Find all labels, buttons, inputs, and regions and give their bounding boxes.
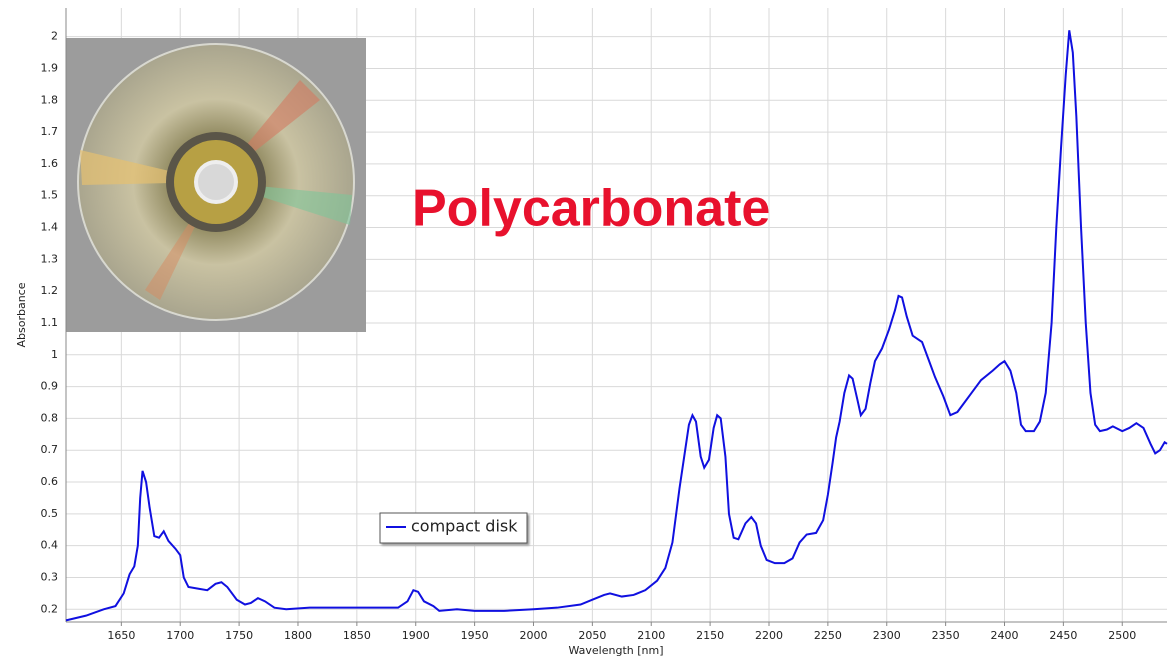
y-tick-label: 1.6 bbox=[41, 157, 59, 170]
x-tick-label: 1950 bbox=[461, 629, 489, 642]
y-tick-label: 0.4 bbox=[41, 539, 59, 552]
y-tick-label: 1.1 bbox=[41, 316, 59, 329]
y-tick-label: 1.8 bbox=[41, 93, 59, 106]
data-line bbox=[65, 30, 1168, 622]
y-tick-label: 1.7 bbox=[41, 125, 59, 138]
x-axis-label: Wavelength [nm] bbox=[568, 644, 663, 657]
x-tick-label: 2050 bbox=[578, 629, 606, 642]
y-tick-label: 1.3 bbox=[41, 252, 59, 265]
y-tick-label: 1.5 bbox=[41, 189, 59, 202]
y-tick-label: 1 bbox=[51, 348, 58, 361]
y-tick-label: 1.2 bbox=[41, 284, 59, 297]
inset-photo bbox=[66, 38, 366, 332]
x-tick-label: 2250 bbox=[814, 629, 842, 642]
legend: compact disk bbox=[379, 512, 528, 544]
y-tick-label: 0.8 bbox=[41, 411, 59, 424]
y-tick-label: 1.4 bbox=[41, 221, 59, 234]
legend-label: compact disk bbox=[411, 517, 518, 536]
y-tick-label: 0.7 bbox=[41, 443, 59, 456]
x-tick-label: 2200 bbox=[755, 629, 783, 642]
y-axis-label: Absorbance bbox=[15, 282, 28, 347]
x-tick-label: 1800 bbox=[284, 629, 312, 642]
y-tick-label: 2 bbox=[51, 30, 58, 43]
x-tick-label: 2300 bbox=[873, 629, 901, 642]
x-tick-label: 1850 bbox=[343, 629, 371, 642]
y-tick-label: 0.2 bbox=[41, 602, 59, 615]
y-tick-label: 1.9 bbox=[41, 61, 59, 74]
x-tick-label: 2500 bbox=[1108, 629, 1136, 642]
y-tick-label: 0.5 bbox=[41, 507, 59, 520]
x-tick-label: 2000 bbox=[519, 629, 547, 642]
x-tick-label: 2450 bbox=[1049, 629, 1077, 642]
x-tick-label: 2350 bbox=[932, 629, 960, 642]
x-tick-label: 1900 bbox=[402, 629, 430, 642]
x-tick-label: 2150 bbox=[696, 629, 724, 642]
x-tick-label: 1650 bbox=[107, 629, 135, 642]
x-tick-label: 1700 bbox=[166, 629, 194, 642]
y-tick-label: 0.9 bbox=[41, 380, 59, 393]
y-tick-label: 0.6 bbox=[41, 475, 59, 488]
x-tick-label: 1750 bbox=[225, 629, 253, 642]
x-tick-label: 2100 bbox=[637, 629, 665, 642]
x-tick-label: 2400 bbox=[990, 629, 1018, 642]
y-tick-label: 0.3 bbox=[41, 570, 59, 583]
annotation: Polycarbonate bbox=[412, 180, 770, 238]
